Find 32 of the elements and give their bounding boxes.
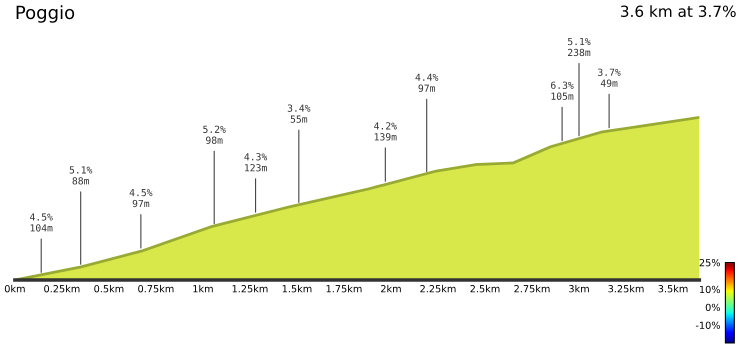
x-tick-label: 1.25km — [232, 284, 268, 292]
x-tick-label: 1km — [193, 284, 213, 292]
x-tick-label: 2.25km — [420, 284, 456, 292]
x-tick-label: 0km — [4, 284, 25, 292]
x-tick-label: 2km — [381, 284, 401, 292]
color-bar-label: 25% — [700, 258, 720, 266]
annotation: 4.2% 139m — [374, 122, 397, 141]
color-bar-label: -10% — [696, 322, 720, 329]
annotation: 3.7% 49m — [598, 68, 621, 87]
x-tick-label: 0.75km — [138, 284, 174, 292]
annotation: 6.3% 105m — [551, 82, 574, 100]
annotation: 4.3% 123m — [244, 153, 268, 172]
color-bar-label: 0% — [706, 304, 720, 312]
chart-title: Poggio — [16, 5, 74, 23]
x-tick-label: 3.5km — [658, 284, 688, 292]
x-tick-label: 1.5km — [282, 284, 312, 292]
chart-subtitle: 3.6 km at 3.7% — [620, 5, 736, 18]
x-tick-label: 3.25km — [608, 284, 644, 292]
x-tick-label: 1.75km — [326, 284, 362, 292]
annotation: 5.1% 238m — [568, 38, 591, 56]
x-tick-label: 3km — [569, 284, 589, 292]
color-bar-label: 10% — [700, 286, 720, 294]
annotation: 4.5% 104m — [30, 213, 53, 232]
annotation: 5.2% 98m — [203, 126, 226, 144]
annotation: 5.1% 88m — [70, 166, 92, 185]
annotation: 4.4% 97m — [415, 74, 438, 92]
annotation: 4.5% 97m — [130, 189, 152, 208]
x-tick-label: 2.75km — [514, 284, 550, 292]
x-tick-label: 0.25km — [44, 284, 80, 292]
annotation: 3.4% 55m — [288, 104, 310, 123]
x-tick-label: 0.5km — [94, 284, 124, 292]
x-tick-label: 2.5km — [470, 284, 500, 292]
